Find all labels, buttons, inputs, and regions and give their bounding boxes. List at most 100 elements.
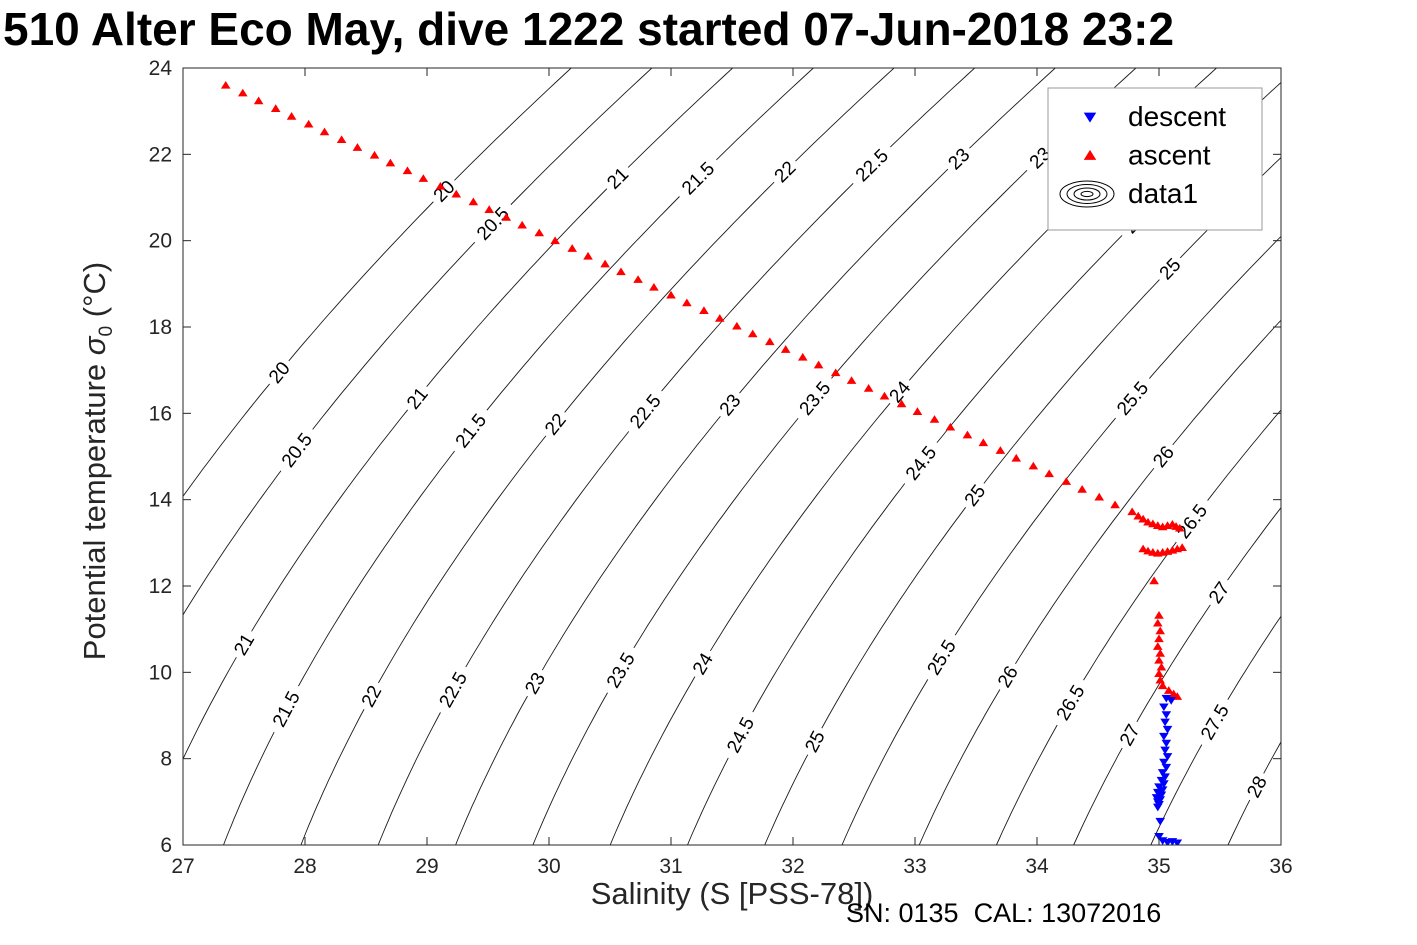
ascent-marker [1127,507,1137,516]
ascent-marker [402,166,413,175]
ascent-marker [1177,543,1187,551]
descent-marker [1155,817,1166,826]
legend-contour-rings-icon [1059,180,1115,208]
ascent-marker [583,251,593,260]
contour-label-bg [430,661,476,718]
contour-label-bg [845,139,898,192]
ascent-marker [1152,642,1163,650]
ascent-marker [1155,649,1166,657]
ascent-marker [550,236,560,245]
ascent-marker [1138,544,1148,553]
contour-label-bg [671,151,725,205]
contour-label-bg [466,197,519,250]
ascent-marker [1149,576,1159,585]
ascent-marker [435,181,446,190]
legend-entry-label: descent [1128,101,1226,132]
ascent-marker [896,399,907,408]
ascent-marker [336,135,347,144]
descent-marker [1159,703,1169,712]
ascent-marker [1154,634,1164,643]
contour-label-bg [354,677,389,715]
contour-label: 24.5 [718,706,763,764]
contour-label: 27 [1112,716,1147,754]
ascent-marker [813,360,824,369]
ascent-marker [1152,618,1163,627]
descent-marker [1157,786,1168,795]
ascent-marker [780,345,791,353]
contour-line [183,68,572,497]
x-tick-label: 36 [1269,855,1292,878]
contour-label-bg [1112,716,1147,754]
contour-label-bg [1167,493,1217,549]
descent-marker [1157,769,1168,777]
contour-label-bg [789,371,840,426]
y-tick-label: 18 [149,316,172,339]
y-tick-label: 16 [149,402,172,425]
contour-label: 22 [537,405,574,443]
contour-label: 21 [226,625,261,663]
descent-marker [1159,780,1169,789]
ascent-marker [1110,500,1120,509]
contour-label-bg [940,140,978,178]
y-tick-label: 20 [149,230,172,253]
x-tick-label: 28 [293,855,316,878]
x-tick-label: 34 [1025,855,1049,878]
ascent-marker [319,127,330,136]
contour-label-bg [711,386,748,424]
x-tick-label: 30 [537,855,560,878]
descent-marker [1162,725,1173,734]
descent-marker [1160,746,1170,755]
contour-label: 25 [797,722,832,760]
contour-label-bg [226,625,261,663]
ascent-marker [747,329,758,338]
x-tick-label: 33 [903,855,926,878]
ascent-marker [385,158,396,167]
ascent-marker [352,143,363,151]
ascent-marker [600,259,610,268]
ascent-marker [220,80,231,89]
contour-label-bg [766,153,804,190]
ascent-marker [945,422,956,431]
y-tick-label: 8 [160,748,172,771]
ascent-marker [484,205,495,213]
chart-title: 510 Alter Eco May, dive 1222 started 07-… [3,3,1175,55]
ascent-marker [418,174,429,182]
ascent-marker [1174,523,1185,532]
sigma-subscript: 0 [96,325,118,337]
contour-line [223,68,814,845]
contour-label: 24.5 [896,435,946,491]
ascent-marker [501,213,512,221]
descent-marker [1159,732,1169,741]
contour-label: 26 [990,658,1025,696]
descent-marker [1172,839,1183,845]
contour-label: 21 [399,379,436,417]
x-tick-label: 32 [781,855,804,878]
descent-marker [1166,696,1176,705]
contour-label: 22 [354,677,389,715]
descent-marker [1161,739,1172,748]
contour-labels: 202020.520.521212121.521.521.522222222.5… [226,126,1274,806]
contour-label-bg [425,172,463,210]
descent-marker [1161,711,1172,719]
ascent-marker [1077,485,1087,493]
contour-label-bg [1240,768,1274,806]
ascent-marker [534,228,545,237]
ascent-marker [1138,514,1148,523]
contour-label: 23 [517,664,552,702]
contour-label-bg [1192,693,1238,751]
y-axis-label-units: (°C) [77,261,112,326]
contour-line [300,68,895,845]
contour-label-bg [685,645,720,683]
contour-label-bg [718,706,763,764]
contour-label-bg [918,629,965,686]
ascent-marker [468,197,479,206]
descent-marker [1152,803,1163,812]
contour-line [1073,507,1281,845]
ascent-marker [1163,686,1174,694]
ascent-marker [567,244,577,252]
x-tick-label: 27 [171,855,194,878]
contour-label-bg [537,405,574,443]
contour-label: 26 [1145,437,1182,476]
contour-label: 22.5 [430,661,476,718]
